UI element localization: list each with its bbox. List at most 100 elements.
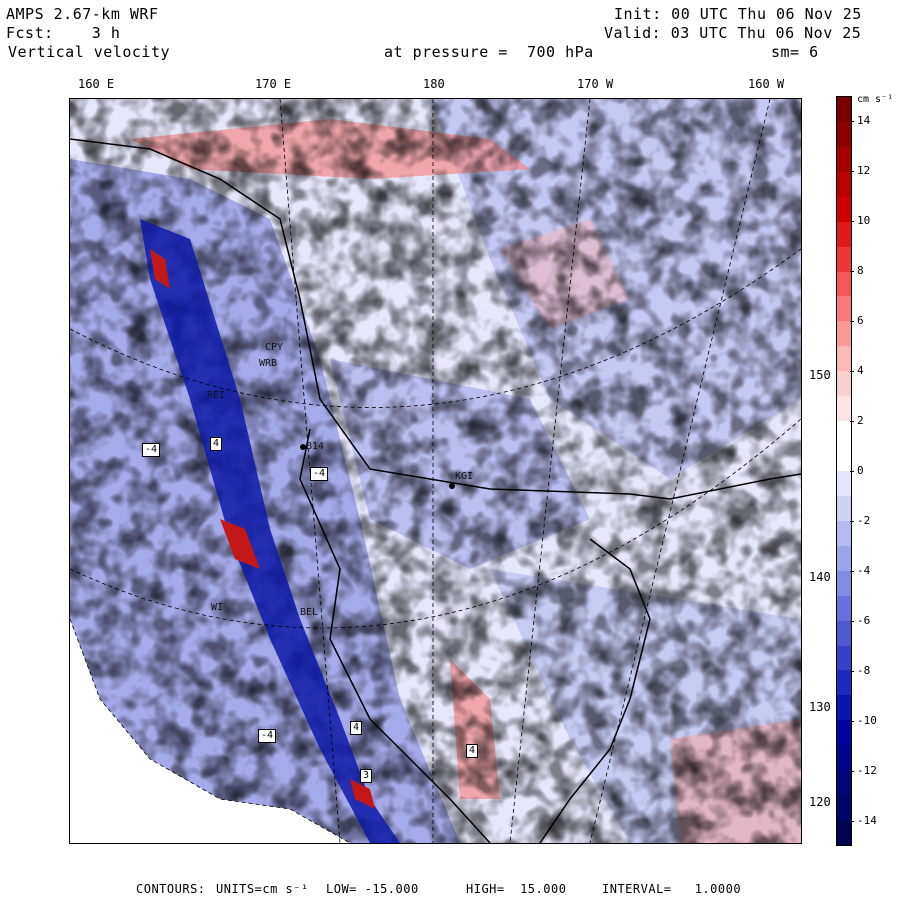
colorbar-tick-mark bbox=[850, 521, 854, 522]
colorbar-tick-mark bbox=[850, 571, 854, 572]
lon-label-160e: 160 E bbox=[78, 77, 115, 91]
colorbar-tick-mark bbox=[850, 621, 854, 622]
station-label: WRB bbox=[259, 358, 278, 369]
colorbar-tick-label: -2 bbox=[857, 514, 871, 527]
terrain-mask-edge bbox=[70, 618, 351, 843]
colorbar-segment bbox=[837, 321, 851, 347]
contour-value-box: 4 bbox=[210, 437, 223, 451]
colorbar-segment bbox=[837, 570, 851, 597]
colorbar bbox=[836, 96, 852, 846]
colorbar-segment bbox=[837, 296, 851, 322]
colorbar-tick-mark bbox=[850, 821, 854, 822]
colorbar-segment bbox=[837, 670, 851, 696]
colorbar-tick-label: 14 bbox=[857, 114, 871, 127]
colorbar-segment bbox=[837, 495, 851, 522]
terrain-ascent-cell bbox=[220, 519, 260, 569]
colorbar-segment bbox=[837, 595, 851, 622]
colorbar-segment bbox=[837, 221, 851, 248]
colorbar-segment bbox=[837, 695, 851, 721]
terrain-descent-core bbox=[140, 219, 400, 843]
colorbar-tick-label: -12 bbox=[857, 764, 877, 777]
colorbar-tick-mark bbox=[850, 121, 854, 122]
colorbar-segment bbox=[837, 545, 851, 572]
lon-label-170e: 170 E bbox=[255, 77, 292, 91]
colorbar-units: cm s⁻¹ bbox=[857, 94, 894, 105]
terrain-ascent-cell bbox=[350, 779, 375, 809]
colorbar-tick-label: 12 bbox=[857, 164, 871, 177]
parallel-lower bbox=[70, 418, 801, 629]
contour-value-box: -4 bbox=[142, 443, 161, 457]
station-label: CPY bbox=[265, 342, 284, 353]
colorbar-segment bbox=[837, 795, 851, 821]
variable-name: Vertical velocity bbox=[8, 43, 171, 61]
colorbar-tick-mark bbox=[850, 671, 854, 672]
colorbar-tick-label: 10 bbox=[857, 214, 871, 227]
coastline bbox=[70, 138, 801, 500]
colorbar-tick-label: 6 bbox=[857, 314, 864, 327]
colorbar-tick-label: 0 bbox=[857, 464, 864, 477]
model-title: AMPS 2.67-km WRF bbox=[6, 5, 159, 23]
colorbar-tick-mark bbox=[850, 771, 854, 772]
descent-speckle bbox=[70, 99, 801, 843]
colorbar-segment bbox=[837, 471, 851, 497]
colorbar-tick-mark bbox=[850, 371, 854, 372]
station-marker bbox=[300, 444, 306, 450]
station-label: WI bbox=[211, 602, 224, 613]
colorbar-segment bbox=[837, 421, 851, 447]
station-label: B14 bbox=[306, 441, 325, 452]
ice-shelf-front bbox=[539, 538, 651, 843]
colorbar-tick-label: -6 bbox=[857, 614, 871, 627]
colorbar-tick-mark bbox=[850, 221, 854, 222]
colorbar-segment bbox=[837, 246, 851, 273]
colorbar-tick-mark bbox=[850, 271, 854, 272]
meridian-170w bbox=[509, 99, 591, 843]
pressure-level: at pressure = 700 hPa bbox=[384, 43, 594, 61]
terrain-ascent-cell bbox=[150, 249, 170, 289]
valid-time: Valid: 03 UTC Thu 06 Nov 25 bbox=[604, 24, 862, 42]
smoothing-value: sm= 6 bbox=[771, 43, 819, 61]
colorbar-tick-mark bbox=[850, 721, 854, 722]
station-label: KGI bbox=[455, 471, 474, 482]
colorbar-segment bbox=[837, 196, 851, 223]
station-label: BEL bbox=[300, 607, 319, 618]
colorbar-tick-mark bbox=[850, 171, 854, 172]
colorbar-segment bbox=[837, 97, 851, 123]
contour-value-box: 4 bbox=[350, 721, 363, 735]
colorbar-tick-label: -10 bbox=[857, 714, 877, 727]
lon-label-180: 180 bbox=[423, 77, 445, 91]
colorbar-segment bbox=[837, 396, 851, 422]
vertical-velocity-field bbox=[70, 99, 801, 843]
footer-contours-label: CONTOURS: bbox=[136, 882, 206, 896]
contour-value-box: 4 bbox=[466, 744, 479, 758]
lon-label-160w: 160 W bbox=[748, 77, 785, 91]
contour-value-box: 3 bbox=[360, 769, 373, 783]
footer-units: UNITS=cm s⁻¹ bbox=[216, 882, 309, 896]
footer-high: HIGH= 15.000 bbox=[466, 882, 567, 896]
contour-value-box: -4 bbox=[310, 467, 329, 481]
contour-value-box: -4 bbox=[258, 729, 277, 743]
colorbar-segment bbox=[837, 121, 851, 148]
grounding-line bbox=[299, 428, 491, 843]
colorbar-segment bbox=[837, 820, 851, 845]
colorbar-segment bbox=[837, 146, 851, 173]
colorbar-tick-label: 2 bbox=[857, 414, 864, 427]
colorbar-tick-label: 8 bbox=[857, 264, 864, 277]
init-time: Init: 00 UTC Thu 06 Nov 25 bbox=[614, 5, 862, 23]
parallel-upper bbox=[70, 248, 801, 408]
colorbar-segment bbox=[837, 520, 851, 547]
colorbar-tick-mark bbox=[850, 471, 854, 472]
map-panel: CPY WRB REI B14 KGI BEL WI -4 4 -4 4 4 -… bbox=[69, 98, 802, 844]
colorbar-segment bbox=[837, 745, 851, 771]
forecast-hour: Fcst: 3 h bbox=[6, 24, 121, 42]
colorbar-segment bbox=[837, 770, 851, 796]
colorbar-segment bbox=[837, 171, 851, 198]
meridian-160w bbox=[589, 99, 771, 843]
colorbar-tick-label: -8 bbox=[857, 664, 871, 677]
colorbar-segment bbox=[837, 620, 851, 647]
colorbar-segment bbox=[837, 371, 851, 397]
colorbar-segment bbox=[837, 446, 851, 472]
colorbar-segment bbox=[837, 346, 851, 372]
colorbar-segment bbox=[837, 271, 851, 297]
colorbar-tick-mark bbox=[850, 321, 854, 322]
lon-label-170w: 170 W bbox=[577, 77, 614, 91]
